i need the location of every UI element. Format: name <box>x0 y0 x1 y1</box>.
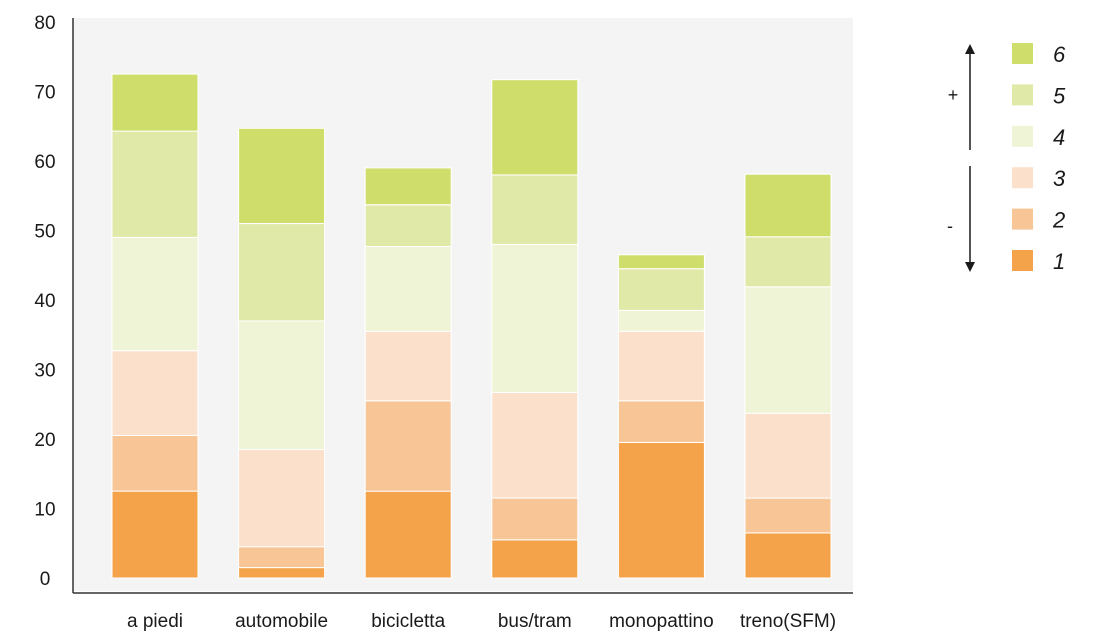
bar-segment-3 <box>364 330 452 402</box>
x-category-label: bus/tram <box>498 611 572 632</box>
legend-label-4: 4 <box>1053 125 1065 150</box>
bar-segment-2 <box>111 435 199 492</box>
bar-segment-2 <box>617 400 705 443</box>
legend-swatch-5 <box>1012 84 1033 106</box>
plot-background <box>73 18 853 591</box>
bar-segment-5 <box>491 174 579 245</box>
x-category-label: monopattino <box>609 611 714 632</box>
legend-label-5: 5 <box>1053 83 1066 108</box>
bar-segment-4 <box>364 246 452 332</box>
bar-segment-2 <box>364 400 452 492</box>
y-tick-label: 20 <box>34 430 55 451</box>
bar-segment-5 <box>111 130 199 238</box>
bar-segment-1 <box>364 490 452 579</box>
legend-swatch-3 <box>1012 167 1033 189</box>
legend-scale-arrows: + - <box>947 44 975 272</box>
legend-label-3: 3 <box>1053 166 1066 191</box>
x-axis-labels: a piedi automobile bicicletta bus/tram monop… <box>127 611 836 632</box>
bar-segment-1 <box>111 490 199 579</box>
x-category-label: treno(SFM) <box>740 611 836 632</box>
bar-segment-5 <box>364 204 452 248</box>
bar-segment-4 <box>238 320 326 450</box>
legend-minus-label: - <box>947 216 953 236</box>
bar-segment-4 <box>617 309 705 332</box>
y-tick-label: 0 <box>40 569 51 590</box>
y-tick-label: 80 <box>34 13 55 34</box>
bar-segment-3 <box>238 448 326 548</box>
y-tick-label: 40 <box>34 291 55 312</box>
up-arrow-head <box>965 44 975 54</box>
x-category-label: bicicletta <box>371 611 445 632</box>
bar-segment-2 <box>744 497 832 534</box>
bar-segment-4 <box>744 286 832 414</box>
legend-plus-label: + <box>948 85 959 105</box>
y-tick-label: 30 <box>34 361 55 382</box>
x-category-label: automobile <box>235 611 328 632</box>
y-axis-ticks: 0 10 20 30 40 50 60 70 80 <box>34 13 55 590</box>
bar-segment-5 <box>744 236 832 288</box>
bars-group <box>111 73 832 579</box>
legend-swatch-4 <box>1012 125 1033 147</box>
legend: 6 5 4 3 2 1 <box>1012 42 1066 274</box>
bar-segment-4 <box>111 236 199 352</box>
bar-segment-5 <box>238 223 326 322</box>
bar-segment-6 <box>491 79 579 176</box>
bar-segment-3 <box>111 350 199 437</box>
bar-segment-1 <box>617 442 705 579</box>
down-arrow-head <box>965 262 975 272</box>
bar-segment-2 <box>491 497 579 541</box>
bar-segment-6 <box>111 73 199 132</box>
bar-segment-1 <box>744 532 832 579</box>
bar-segment-6 <box>364 167 452 206</box>
bar-segment-3 <box>491 391 579 499</box>
bar-segment-5 <box>617 268 705 311</box>
bar-segment-2 <box>238 546 326 569</box>
legend-label-6: 6 <box>1053 42 1066 67</box>
bar-segment-3 <box>617 330 705 402</box>
bar-segment-6 <box>238 127 326 224</box>
y-tick-label: 10 <box>34 500 55 521</box>
bar-segment-1 <box>238 567 326 579</box>
x-category-label: a piedi <box>127 611 183 632</box>
bar-segment-3 <box>744 412 832 499</box>
legend-label-1: 1 <box>1053 249 1065 274</box>
legend-label-2: 2 <box>1052 208 1065 233</box>
y-tick-label: 70 <box>34 83 55 104</box>
bar-segment-6 <box>617 254 705 270</box>
legend-swatch-1 <box>1012 250 1033 271</box>
bar-segment-4 <box>491 243 579 393</box>
legend-swatch-6 <box>1012 43 1033 64</box>
legend-swatch-2 <box>1012 208 1033 230</box>
bar-segment-6 <box>744 173 832 238</box>
y-tick-label: 50 <box>34 222 55 243</box>
bar-segment-1 <box>491 539 579 579</box>
y-tick-label: 60 <box>34 152 55 173</box>
